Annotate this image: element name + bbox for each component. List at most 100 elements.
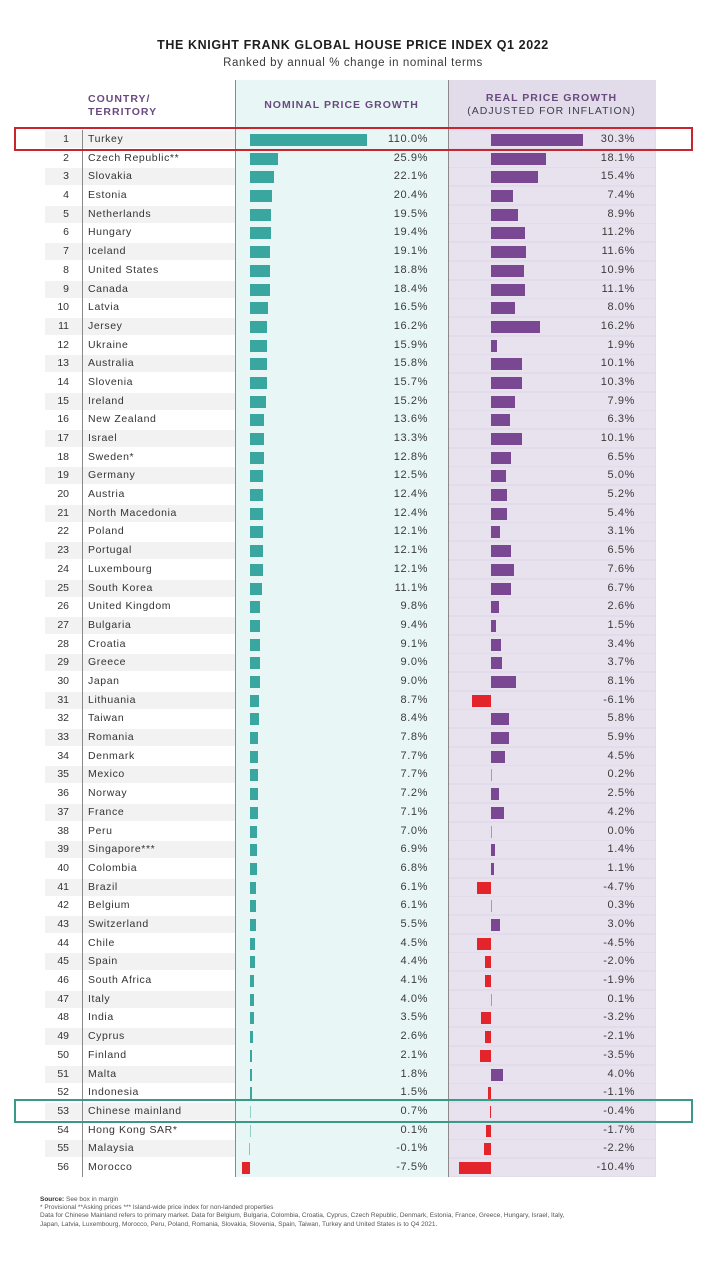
country-label: Malaysia: [88, 1142, 135, 1155]
real-bar: [491, 918, 501, 931]
nominal-bar: [250, 1124, 251, 1137]
country-label: Morocco: [88, 1160, 133, 1173]
row-stripe: [45, 205, 235, 223]
table-row: 38 Peru 7.0% 0.0%: [45, 822, 655, 840]
nominal-value-label: 6.9%: [400, 843, 428, 856]
real-value-label: 11.1%: [601, 282, 635, 295]
rank-label: 24: [57, 562, 69, 575]
real-bar: [491, 993, 492, 1006]
real-value-label: -1.9%: [603, 974, 635, 987]
real-bar: [491, 750, 505, 763]
rank-label: 21: [57, 506, 69, 519]
table-row: 42 Belgium 6.1% 0.3%: [45, 897, 655, 915]
country-label: Chinese mainland: [88, 1104, 182, 1117]
real-bar: [491, 227, 526, 240]
real-value-label: 0.0%: [607, 824, 635, 837]
country-label: South Korea: [88, 581, 153, 594]
rank-label: 54: [57, 1123, 69, 1136]
nominal-value-label: -7.5%: [396, 1160, 428, 1173]
nominal-bar: [250, 507, 264, 520]
table-row: 24 Luxembourg 12.1% 7.6%: [45, 560, 655, 578]
country-label: Sweden*: [88, 450, 135, 463]
row-stripe: [45, 392, 235, 410]
nominal-value-label: 6.1%: [400, 899, 428, 912]
country-label: Malta: [88, 1067, 117, 1080]
country-label: Luxembourg: [88, 562, 153, 575]
rank-divider: [82, 130, 83, 1177]
country-label: Estonia: [88, 189, 128, 202]
real-value-label: -1.1%: [603, 1086, 635, 1099]
nominal-value-label: -0.1%: [396, 1142, 428, 1155]
real-value-label: 10.9%: [600, 263, 635, 276]
real-value-label: 5.2%: [607, 488, 635, 501]
rank-label: 7: [63, 245, 69, 258]
country-label: Switzerland: [88, 917, 149, 930]
nominal-value-label: 12.4%: [393, 488, 428, 501]
real-bar: [491, 433, 522, 446]
country-label: Poland: [88, 525, 125, 538]
table-row: 18 Sweden* 12.8% 6.5%: [45, 448, 655, 466]
real-value-label: 8.0%: [607, 301, 635, 314]
country-label: Japan: [88, 675, 120, 687]
real-row-band: [449, 878, 655, 896]
nominal-value-label: 19.5%: [393, 207, 428, 220]
nominal-value-label: 1.8%: [400, 1067, 428, 1080]
real-row-band: [449, 1140, 655, 1158]
real-bar: [491, 395, 516, 408]
country-label: North Macedonia: [88, 506, 177, 519]
real-bar: [484, 1031, 491, 1044]
row-stripe: [45, 355, 235, 373]
rank-label: 35: [57, 768, 69, 781]
table-row: 20 Austria 12.4% 5.2%: [45, 486, 655, 504]
table-row: 7 Iceland 19.1% 11.6%: [45, 243, 655, 261]
nominal-value-label: 7.0%: [400, 824, 428, 837]
real-row-band: [449, 691, 655, 709]
table-row: 9 Canada 18.4% 11.1%: [45, 280, 655, 298]
country-label: Hungary: [88, 226, 132, 239]
real-bar: [472, 694, 491, 707]
real-row-band: [449, 953, 655, 971]
real-value-label: 3.1%: [607, 525, 635, 538]
rank-label: 20: [57, 488, 69, 501]
real-value-label: 5.0%: [607, 469, 635, 482]
country-label: Canada: [88, 282, 129, 295]
country-label: Norway: [88, 787, 128, 800]
rank-label: 3: [63, 170, 69, 183]
table-row: 12 Ukraine 15.9% 1.9%: [45, 336, 655, 354]
nominal-value-label: 12.1%: [393, 562, 428, 575]
real-bar: [491, 844, 496, 857]
real-row-band: [449, 336, 655, 354]
footnote-source: Source: See box in margin: [40, 1196, 680, 1204]
country-label: New Zealand: [88, 413, 157, 426]
table-row: 2 Czech Republic** 25.9% 18.1%: [45, 149, 655, 167]
table-row: 41 Brazil 6.1% -4.7%: [45, 878, 655, 896]
real-row-band: [449, 1028, 655, 1046]
nominal-bar: [250, 208, 271, 221]
rank-label: 41: [57, 880, 69, 893]
table-row: 56 Morocco -7.5% -10.4%: [45, 1158, 655, 1176]
row-stripe: [45, 243, 235, 261]
nominal-value-label: 2.1%: [400, 1048, 428, 1061]
nominal-value-label: 11.1%: [394, 581, 428, 594]
nominal-bar: [250, 993, 255, 1006]
table-row: 31 Lithuania 8.7% -6.1%: [45, 691, 655, 709]
real-bar: [491, 638, 502, 651]
real-value-label: -2.0%: [603, 955, 635, 968]
rank-label: 6: [63, 226, 69, 239]
real-value-label: 3.0%: [607, 917, 635, 930]
nominal-bar: [250, 414, 265, 427]
nominal-value-label: 9.1%: [400, 637, 428, 650]
country-label: Ukraine: [88, 338, 129, 351]
footnote-line3: Japan, Latvia, Luxembourg, Morocco, Peru…: [40, 1220, 438, 1228]
footnote-line1: * Provisional **Asking prices *** Island…: [40, 1204, 274, 1212]
row-stripe: [45, 841, 235, 859]
nominal-value-label: 9.0%: [400, 656, 428, 669]
table-row: 22 Poland 12.1% 3.1%: [45, 523, 655, 541]
row-stripe: [45, 131, 235, 148]
rank-label: 46: [57, 974, 69, 987]
real-value-label: 1.4%: [607, 843, 635, 856]
nominal-value-label: 12.1%: [393, 525, 428, 538]
nominal-bar: [250, 489, 264, 502]
country-label: Jersey: [88, 319, 123, 332]
nominal-value-label: 12.8%: [393, 450, 428, 463]
